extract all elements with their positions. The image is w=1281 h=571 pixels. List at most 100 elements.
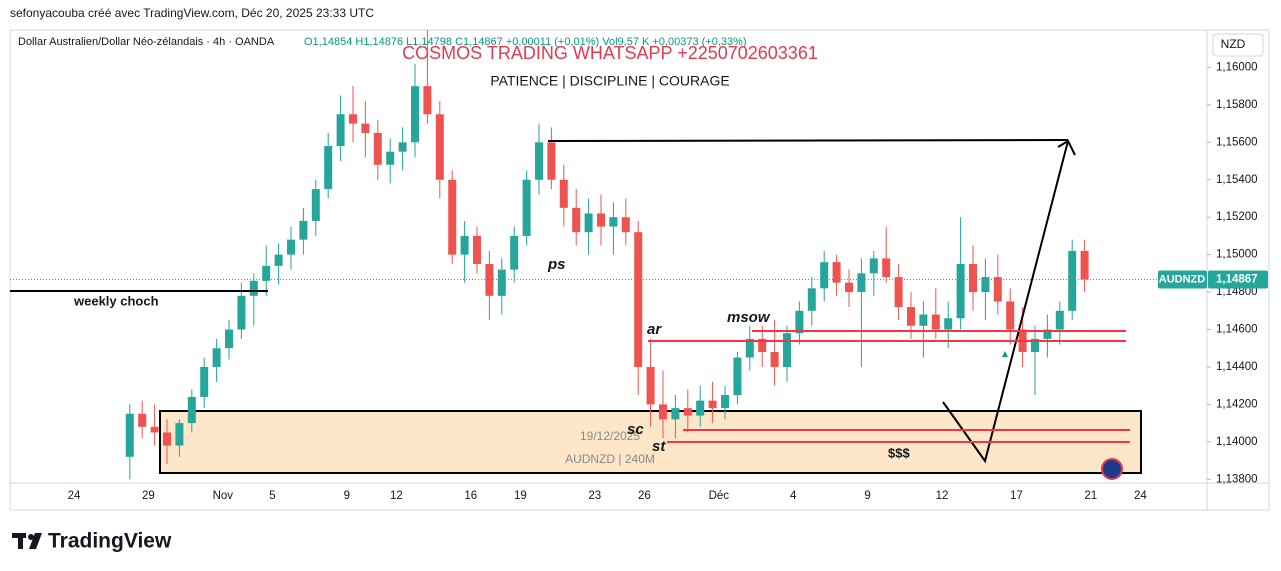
candle-body: [175, 423, 184, 446]
candle-body: [187, 396, 196, 424]
legend-values: O1,14854 H1,14876 L1,14798 C1,14867 +0,0…: [304, 36, 747, 48]
candle-body: [473, 235, 481, 264]
candle-body: [373, 132, 382, 165]
candle-body: [696, 400, 705, 416]
candle-body: [944, 318, 953, 330]
candle-body: [299, 220, 308, 240]
watermark-date: 19/12/2025: [580, 429, 640, 443]
candle-body: [721, 395, 729, 409]
price-badge: [1208, 270, 1268, 289]
flag-icon[interactable]: [1101, 458, 1123, 480]
logo-shape: [29, 533, 42, 549]
candle-body: [1031, 338, 1039, 352]
candle-body: [745, 338, 754, 358]
annotation: $$$: [888, 445, 910, 460]
x-tick-label: 29: [142, 490, 155, 502]
candle-body: [597, 213, 605, 227]
y-tick-label: 1,14200: [1216, 398, 1258, 410]
y-tick-label: 1,15400: [1216, 174, 1258, 186]
candle-body: [287, 239, 295, 255]
candle-body: [274, 254, 283, 266]
annotation: weekly choch: [73, 293, 159, 308]
x-tick-label: 9: [344, 490, 350, 502]
candle-body: [559, 179, 568, 208]
chart-frame: [9, 29, 1270, 511]
candle-body: [907, 307, 915, 326]
legend-name: Dollar Australien/Dollar Néo-zélandais ·…: [18, 36, 275, 48]
candles: [125, 30, 1089, 480]
candle-body: [1043, 329, 1052, 339]
candle-body: [163, 432, 171, 446]
symbol-label: AUDNZD: [1159, 273, 1205, 285]
x-tick-label: 17: [1010, 490, 1023, 502]
annotation: ar: [647, 321, 662, 338]
candle-body: [398, 142, 407, 152]
candle-body: [1055, 310, 1064, 330]
x-tick-label: 5: [269, 490, 275, 502]
candle-body: [448, 179, 457, 255]
currency[interactable]: NZD: [1221, 37, 1246, 51]
last-price-label: 1,14867: [1216, 274, 1258, 286]
candle-body: [237, 295, 246, 330]
candle-body: [361, 123, 370, 133]
candle-body: [931, 314, 940, 330]
candle-body: [969, 263, 977, 293]
brand: TradingView: [48, 530, 172, 553]
annotation: ps: [547, 256, 566, 273]
header: sefonyacouba créé avec TradingView.com, …: [10, 6, 374, 20]
candle-body: [683, 408, 692, 416]
candle-body: [882, 258, 891, 278]
x-tick-label: 19: [514, 490, 527, 502]
candle-body: [423, 86, 432, 115]
x-tick-label: Nov: [213, 490, 234, 502]
candle-body: [510, 235, 519, 270]
candle-body: [609, 217, 618, 227]
arrow-head: [1057, 139, 1076, 156]
logo-shape: [18, 533, 23, 549]
candle-body: [572, 207, 581, 233]
x-tick-label: 24: [1134, 490, 1147, 502]
y-tick-label: 1,14800: [1216, 286, 1258, 298]
candle-body: [584, 213, 593, 233]
x-tick-label: 16: [464, 490, 477, 502]
candle-body: [708, 400, 717, 409]
brand-logo: [12, 533, 42, 549]
x-tick-label: 24: [68, 490, 81, 502]
y-tick-label: 1,15000: [1216, 249, 1258, 261]
currency-box[interactable]: [1212, 33, 1264, 57]
candle-body: [225, 329, 233, 349]
candle-body: [1006, 301, 1015, 330]
y-tick-label: 1,15800: [1216, 99, 1258, 111]
x-tick-label: 12: [936, 490, 949, 502]
y-tick-label: 1,14400: [1216, 361, 1258, 373]
overlay-title: COSMOS TRADING WHATSAPP +2250702603361: [402, 43, 818, 63]
y-tick-label: 1,15600: [1216, 136, 1258, 148]
candle-body: [336, 114, 345, 147]
candle-body: [783, 333, 791, 367]
candle-body: [249, 280, 258, 296]
candle-body: [807, 288, 816, 311]
candle-body: [497, 269, 506, 296]
candle-body: [770, 351, 779, 367]
candle-body: [634, 232, 643, 367]
annotation: st: [652, 438, 666, 455]
candle-body: [981, 277, 990, 293]
candle-body: [535, 142, 543, 180]
x-tick-label: Déc: [709, 490, 730, 502]
candle-body: [993, 277, 1002, 302]
projection-path: [942, 140, 1069, 464]
candle-body: [460, 235, 469, 255]
y-tick-label: 1,14600: [1216, 324, 1258, 336]
logo-shape: [28, 534, 34, 540]
candle-body: [795, 310, 804, 334]
candle-body: [262, 265, 271, 281]
candle-body: [138, 413, 147, 427]
candle-body: [125, 413, 134, 457]
candle-body: [621, 217, 630, 233]
candle-body: [547, 142, 556, 180]
candle-body: [671, 408, 680, 420]
candle-body: [857, 273, 866, 293]
y-tick-label: 1,13800: [1216, 473, 1258, 485]
x-tick-label: 21: [1084, 490, 1097, 502]
